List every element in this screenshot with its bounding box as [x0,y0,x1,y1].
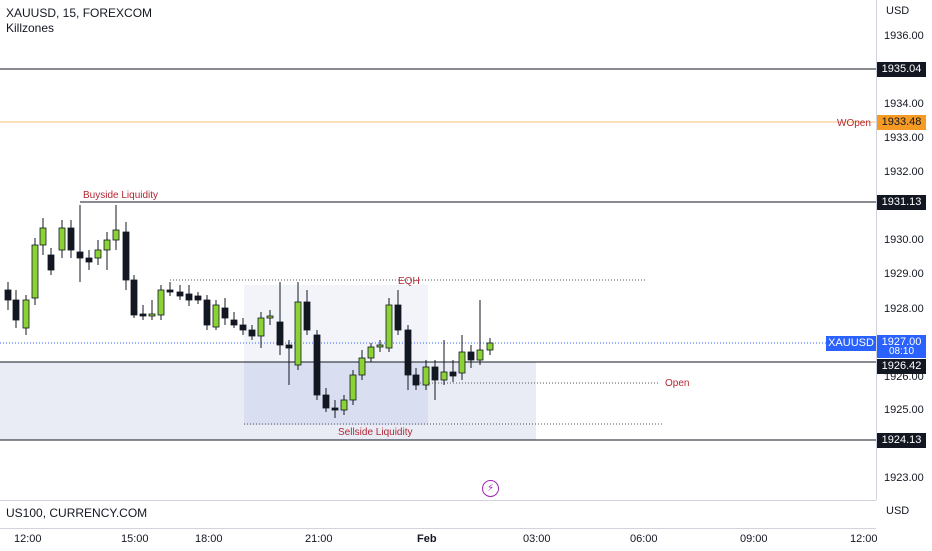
candlestick-series [4,205,494,418]
bullish-candle [22,299,30,329]
symbol-price-tag: XAUUSD [826,336,876,351]
bearish-candle [76,251,84,259]
bullish-candle [476,349,484,361]
price-tick: 1934.00 [884,98,924,110]
bearish-candle [12,299,20,321]
bearish-candle [130,279,138,316]
bullish-candle [458,351,466,374]
price-tick: 1925.00 [884,404,924,416]
currency-label-top[interactable]: USD [886,5,910,17]
price-tick: 1926.00 [884,371,924,383]
buyside-label: Buyside Liquidity [83,190,158,201]
bullish-candle [112,229,120,241]
bearish-candle [67,227,75,251]
bullish-candle [39,227,47,246]
bearish-candle [285,344,293,349]
bearish-candle [431,366,439,381]
bullish-candle [157,289,165,316]
bearish-candle [194,295,202,301]
bullish-candle [340,399,348,411]
time-tick: 03:00 [523,533,551,545]
bullish-candle [440,371,448,381]
indicator-title[interactable]: Killzones [6,21,55,35]
bearish-candle [467,351,475,361]
symbol-title[interactable]: XAUUSD, 15, FOREXCOM [6,6,153,20]
bullish-candle [103,239,111,251]
bearish-candle [230,319,238,326]
price-tick: 1929.00 [884,268,924,280]
price-tick: 1933.00 [884,132,924,144]
bearish-candle [276,321,284,346]
bearish-candle [139,313,147,317]
time-tick: 21:00 [305,533,333,545]
bullish-candle [266,315,274,319]
bullish-candle [422,366,430,386]
time-axis[interactable] [0,528,876,551]
bullish-candle [94,249,102,259]
bearish-candle [47,254,55,271]
bullish-candle [486,342,494,351]
bearish-candle [313,334,321,396]
price-tick: 1928.00 [884,303,924,315]
time-tick: 12:00 [14,533,42,545]
bearish-candle [166,289,174,293]
bearish-candle [303,301,311,331]
flash-icon[interactable]: ⚡ [482,480,499,497]
time-tick: 09:00 [740,533,768,545]
price-tick: 1930.00 [884,234,924,246]
price-tick: 1923.00 [884,472,924,484]
bearish-candle [394,304,402,331]
bearish-candle [176,291,184,297]
time-tick: 15:00 [121,533,149,545]
bearish-candle [331,407,339,411]
bearish-candle [449,371,457,377]
bullish-candle [385,304,393,349]
time-tick: 18:00 [195,533,223,545]
bearish-candle [248,329,256,337]
bullish-candle [148,313,156,317]
bearish-candle [203,299,211,326]
bullish-candle [58,227,66,251]
price-badge-wopen: 1933.48 [877,115,926,130]
bullish-candle [367,346,375,359]
bullish-candle [349,374,357,401]
bearish-candle [221,307,229,319]
bullish-candle [257,317,265,337]
time-tick: Feb [417,533,437,545]
bullish-candle [31,244,39,299]
currency-label-bottom[interactable]: USD [886,505,910,517]
price-tick: 1932.00 [884,166,924,178]
killzone-overlap [244,362,428,425]
time-tick: 06:00 [630,533,658,545]
bearish-candle [404,329,412,376]
price-scale[interactable] [876,0,932,500]
wopen-label: WOpen [837,118,871,129]
bearish-candle [412,374,420,386]
lower-pane[interactable] [0,500,876,529]
price-badge-1926: 1926.42 [877,359,926,374]
chart-canvas[interactable]: Buyside Liquidity EQH Sellside Liquidity… [0,0,876,500]
lower-pane-title[interactable]: US100, CURRENCY.COM [6,506,148,520]
bullish-candle [358,357,366,376]
price-badge-1935: 1935.04 [877,62,926,77]
bearish-candle [85,257,93,263]
bullish-candle [212,304,220,328]
chart-area[interactable]: Buyside Liquidity EQH Sellside Liquidity… [0,0,876,500]
price-tick: 1936.00 [884,30,924,42]
bearish-candle [4,289,12,301]
price-badge-1924: 1924.13 [877,433,926,448]
eqh-label: EQH [398,276,420,287]
time-tick: 12:00 [850,533,878,545]
bullish-candle [376,344,384,348]
bearish-candle [322,394,330,409]
price-badge-1931: 1931.13 [877,195,926,210]
sellside-label: Sellside Liquidity [338,427,413,438]
countdown-badge: 08:10 [877,346,926,358]
open-label: Open [665,378,689,389]
bearish-candle [239,324,247,331]
bullish-candle [294,301,302,366]
bearish-candle [122,231,130,281]
bearish-candle [185,293,193,301]
